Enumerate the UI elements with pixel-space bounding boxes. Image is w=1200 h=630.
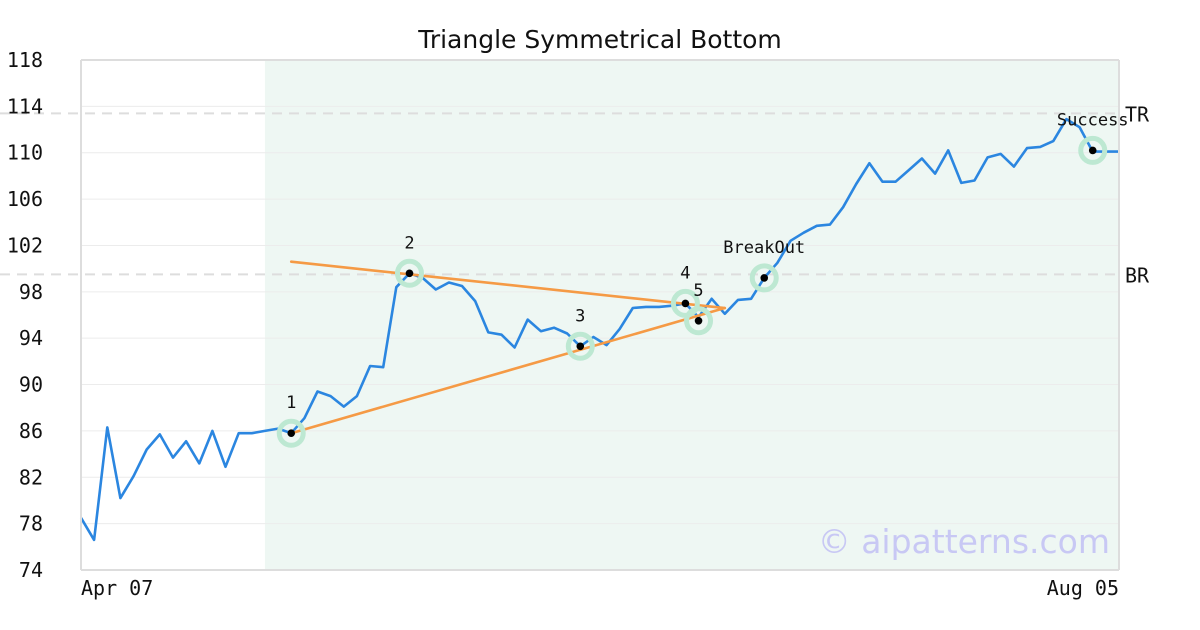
marker-halo — [394, 258, 424, 288]
marker-halo — [1078, 135, 1108, 165]
series-layer — [79, 117, 1119, 542]
marker-halo — [684, 306, 714, 336]
watermark: © aipatterns.com — [818, 522, 1110, 561]
trendlines-layer — [289, 260, 727, 435]
y-tick-label: 78 — [19, 512, 43, 536]
trendline — [289, 260, 727, 310]
marker-point — [760, 274, 769, 282]
x-tick-label: Apr 07 — [81, 576, 153, 600]
marker-halo — [749, 263, 779, 293]
point-label: 3 — [575, 306, 585, 326]
marker-halo — [276, 418, 306, 448]
markers-layer: 1 2 3 45 BreakOut Success — [276, 110, 1129, 448]
y-tick-label: 94 — [19, 326, 43, 350]
marker-point — [576, 342, 585, 351]
y-tick-label: 98 — [19, 280, 43, 304]
y-tick-label: 90 — [19, 373, 43, 397]
y-tick-label: 114 — [7, 94, 43, 118]
reference-lines-layer: TR BR — [0, 102, 1150, 287]
y-tick-label: 102 — [7, 233, 43, 257]
marker-point — [287, 429, 296, 438]
point-label: 1 — [286, 393, 296, 413]
y-tick-label: 118 — [7, 48, 43, 72]
reference-line-label: TR — [1125, 102, 1150, 126]
point-label: 2 — [404, 233, 414, 253]
chart-title: Triangle Symmetrical Bottom — [417, 25, 782, 54]
marker-point — [1088, 146, 1097, 155]
y-tick-label: 110 — [7, 141, 43, 165]
axis-layer: 74 78 82 86 90 94 98 102 106 110 114 118 Apr 07 Aug 0… — [7, 48, 1120, 600]
y-tick-label: 106 — [7, 187, 43, 211]
reference-line-label: BR — [1125, 263, 1150, 287]
marker-point — [405, 269, 414, 278]
price-line — [79, 117, 1119, 542]
marker-point — [681, 299, 690, 308]
marker-halo — [565, 331, 595, 361]
marker-point — [694, 316, 703, 325]
y-tick-label: 82 — [19, 465, 43, 489]
y-tick-label: 86 — [19, 419, 43, 443]
x-tick-label: Aug 05 — [1047, 576, 1119, 600]
trendline — [289, 306, 727, 435]
point-label: Success — [1057, 110, 1129, 130]
y-tick-label: 74 — [19, 558, 43, 582]
point-label: 4 — [680, 263, 690, 283]
point-label: 5 — [693, 281, 703, 301]
point-label: BreakOut — [723, 238, 805, 258]
